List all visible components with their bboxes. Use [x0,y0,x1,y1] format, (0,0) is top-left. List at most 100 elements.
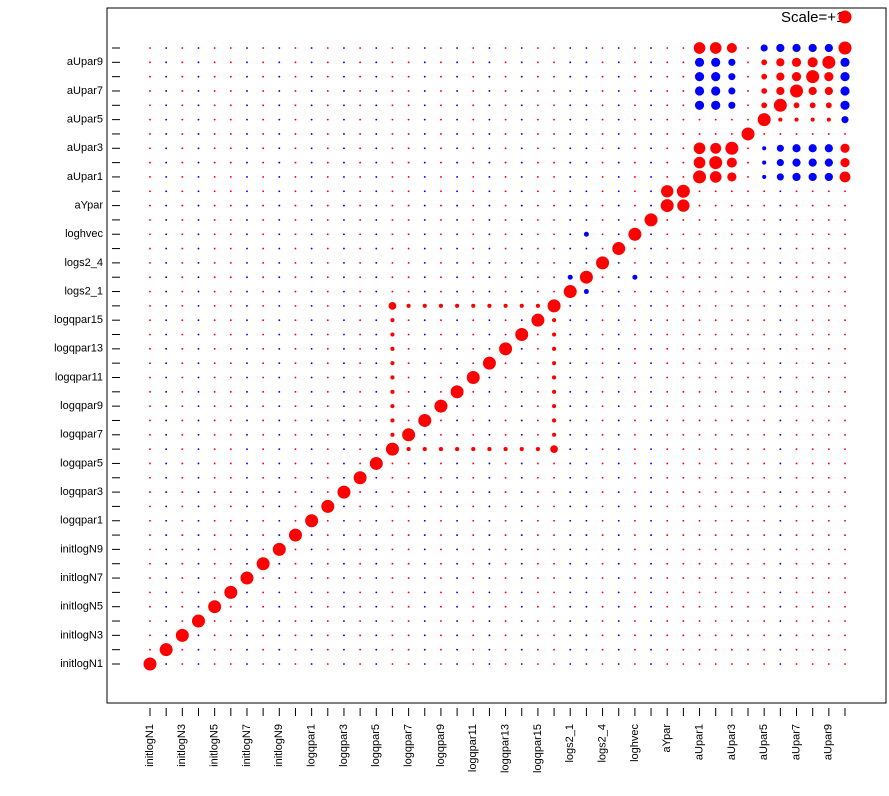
correlation-dot [698,290,701,293]
correlation-dot [181,118,184,121]
correlation-dot [359,548,362,551]
correlation-dot [844,534,846,536]
correlation-dot [779,247,782,250]
correlation-dot [698,519,701,522]
correlation-dot [391,462,394,465]
correlation-dot [650,362,652,365]
correlation-dot [747,605,749,608]
correlation-dot [844,405,846,408]
correlation-dot [650,90,652,92]
correlation-dot [310,261,313,264]
correlation-dot [246,290,248,293]
correlation-dot [504,620,507,622]
correlation-dot [181,605,184,608]
correlation-dot [747,204,749,207]
correlation-dot [256,557,270,571]
correlation-dot [504,534,507,536]
correlation-dot [165,347,168,350]
correlation-dot [326,491,329,494]
correlation-dot [698,233,701,236]
correlation-dot [310,333,313,336]
correlation-dot [747,548,749,551]
correlation-dot [278,290,281,293]
correlation-dot [682,648,685,651]
correlation-dot [601,433,604,436]
correlation-dot [197,347,200,350]
correlation-dot [725,141,739,155]
correlation-dot [714,276,717,279]
correlation-dot [661,185,674,198]
correlation-dot [375,347,378,350]
correlation-dot [326,634,329,637]
correlation-dot [762,160,767,165]
correlation-dot [827,634,830,637]
correlation-dot [844,433,846,436]
correlation-dot [714,620,717,622]
correlation-dot [747,176,749,178]
correlation-dot [844,648,846,651]
correlation-dot [844,620,846,622]
correlation-dot [811,290,814,293]
correlation-dot [730,476,733,479]
correlation-dot [229,276,232,279]
correlation-dot [536,233,539,236]
correlation-dot [795,634,798,637]
correlation-dot [406,447,411,452]
correlation-dot [747,634,749,637]
correlation-dot [504,218,507,221]
correlation-dot [650,104,652,107]
correlation-dot [359,304,362,307]
correlation-dot [213,190,216,193]
correlation-dot [246,648,248,651]
correlation-dot [305,514,319,528]
correlation-dot [763,491,766,494]
correlation-dot [601,147,604,150]
correlation-dot [677,199,690,212]
correlation-dot [488,519,491,522]
correlation-dot [601,104,604,107]
correlation-dot [504,605,507,608]
correlation-dot [391,591,394,594]
correlation-dot [760,44,768,52]
correlation-dot [262,347,265,350]
correlation-dot [456,634,459,637]
correlation-dot [811,634,814,637]
correlation-dot [391,534,394,536]
correlation-dot [650,433,652,436]
correlation-dot [359,577,362,579]
correlation-dot [149,491,151,494]
correlation-dot [601,190,604,193]
correlation-dot [504,90,507,92]
correlation-dot [585,390,588,393]
correlation-dot [666,577,669,579]
correlation-dot [488,376,491,379]
correlation-dot [730,333,733,336]
correlation-dot [601,347,604,350]
correlation-dot [536,190,539,193]
correlation-dot [262,104,265,107]
correlation-dot [391,663,394,665]
correlation-dot [827,333,830,336]
correlation-dot [294,462,297,465]
correlation-dot [375,405,378,408]
correlation-dot [795,648,798,651]
correlation-dot [310,577,313,579]
correlation-dot [165,147,168,150]
correlation-dot [359,519,362,522]
correlation-dot [666,491,669,494]
correlation-dot [811,247,814,250]
correlation-dot [391,648,394,651]
correlation-dot [666,605,669,608]
correlation-dot [262,75,265,78]
correlation-dot [294,605,297,608]
correlation-dot [730,405,733,408]
correlation-dot [779,333,782,336]
correlation-dot [407,276,410,279]
correlation-dot [246,362,248,365]
correlation-dot [213,161,216,164]
correlation-dot [278,519,281,522]
correlation-dot [407,61,410,64]
correlation-dot [246,548,248,551]
correlation-dot [811,362,814,365]
correlation-dot [488,591,491,594]
